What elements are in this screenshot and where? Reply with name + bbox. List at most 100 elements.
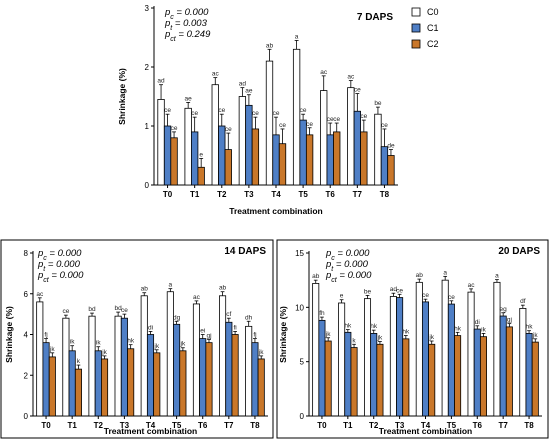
bar-c1	[272, 134, 280, 186]
bar-c0	[347, 87, 355, 186]
x-tick-label: T2	[369, 421, 379, 430]
legend-swatch-c2	[411, 39, 421, 49]
x-tick-label: T4	[421, 421, 431, 430]
stat-2: pct = 0.000	[325, 270, 372, 284]
y-tick-label: 4	[24, 331, 29, 340]
significance-letter: fj	[44, 332, 47, 339]
significance-letter: jk	[377, 335, 383, 342]
significance-letter: ac	[320, 69, 328, 76]
significance-letter: ik	[96, 340, 101, 347]
chart-frame	[276, 239, 549, 439]
significance-letter: hk	[402, 329, 410, 336]
bar-c1	[94, 350, 102, 417]
stat-1: pt = 0.000	[325, 259, 369, 273]
chart-20-daps: 0 5 10 15 Shrinkage (%) Treatment combination…	[276, 239, 549, 439]
x-tick-label: T8	[524, 421, 534, 430]
x-tick-label: T5	[298, 190, 308, 199]
bar-c0	[192, 303, 200, 417]
significance-letter: bd	[88, 306, 96, 313]
x-tick-label: T4	[271, 190, 281, 199]
bar-c1	[370, 333, 378, 417]
significance-letter: a	[443, 269, 447, 276]
bar-c0	[88, 315, 96, 417]
chart-7-daps: 0 1 2 3 Shrinkage (%) Treatment combination T0…	[117, 4, 439, 216]
bar-c0	[62, 317, 70, 417]
bar-c1	[473, 328, 481, 417]
significance-letter: jk	[153, 343, 159, 350]
bar-c2	[479, 336, 487, 417]
bar-c0	[184, 107, 192, 186]
significance-letter: ce	[225, 126, 232, 133]
significance-letter: ei	[200, 328, 205, 335]
bar-c2	[333, 131, 341, 186]
significance-letter: ce	[218, 107, 225, 114]
significance-letter: hk	[344, 323, 352, 330]
significance-letter: ce	[396, 287, 403, 294]
y-tick-label: 2	[24, 371, 29, 380]
significance-letter: ad	[390, 286, 398, 293]
significance-letter: eg	[500, 306, 508, 313]
significance-letter: fj	[253, 332, 256, 339]
bar-c1	[353, 110, 361, 186]
significance-letter: jk	[49, 346, 55, 353]
significance-letter: ae	[245, 88, 253, 95]
bar-c0	[219, 295, 227, 417]
significance-letter: df	[520, 298, 526, 305]
bar-c1	[396, 297, 404, 417]
significance-letter: k	[352, 337, 356, 344]
significance-letter: dh	[245, 314, 253, 321]
bar-c2	[224, 149, 232, 186]
significance-letter: ab	[219, 285, 227, 292]
bar-c0	[338, 302, 346, 417]
stat-1: pt = 0.003	[164, 18, 208, 32]
bar-c1	[326, 134, 334, 186]
significance-letter: de	[387, 143, 395, 150]
bar-c0	[389, 296, 397, 417]
bar-c2	[360, 131, 368, 186]
legend-label-c2: C2	[427, 39, 439, 49]
bar-c0	[166, 291, 174, 417]
significance-letter: jk	[258, 349, 264, 356]
bar-c1	[173, 323, 181, 417]
x-tick-label: T8	[250, 421, 260, 430]
bar-c0	[320, 90, 328, 186]
significance-letter: di	[148, 324, 153, 331]
significance-letter: jk	[101, 349, 107, 356]
significance-letter: a	[295, 33, 299, 40]
bar-c2	[531, 341, 539, 417]
bar-c2	[402, 338, 410, 417]
bar-c2	[257, 358, 265, 417]
x-tick-label: T6	[326, 190, 336, 199]
y-axis-title: Shrinkage (%)	[4, 306, 14, 363]
significance-letter: ce	[273, 110, 280, 117]
legend-swatch-c0	[411, 7, 421, 17]
x-tick-label: T4	[146, 421, 156, 430]
bar-c2	[197, 166, 205, 186]
significance-letter: a	[495, 273, 499, 280]
bar-c0	[265, 60, 274, 186]
significance-letter: ce	[306, 121, 313, 128]
bar-c1	[191, 131, 199, 186]
bar-c0	[292, 48, 301, 186]
x-axis-title: Treatment combination	[229, 206, 323, 216]
bar-c0	[364, 298, 372, 417]
bar-c2	[231, 334, 239, 417]
bar-c1	[318, 319, 326, 417]
bar-c1	[380, 146, 389, 186]
significance-letter: fh	[319, 310, 325, 317]
y-tick-label: 5	[300, 358, 305, 367]
significance-letter: k	[77, 358, 81, 365]
y-tick-label: 10	[295, 303, 304, 312]
bar-c2	[205, 342, 213, 417]
x-tick-label: T7	[498, 421, 508, 430]
y-tick-label: 8	[24, 249, 29, 258]
x-axis-title: Treatment combination	[379, 426, 473, 436]
bar-c0	[238, 96, 247, 186]
significance-letter: ad	[157, 78, 165, 85]
significance-letter: ab	[312, 273, 320, 280]
significance-letter: e	[199, 151, 203, 158]
significance-letter: jk	[180, 341, 186, 348]
bar-c1	[120, 317, 128, 417]
bar-c2	[324, 340, 332, 417]
